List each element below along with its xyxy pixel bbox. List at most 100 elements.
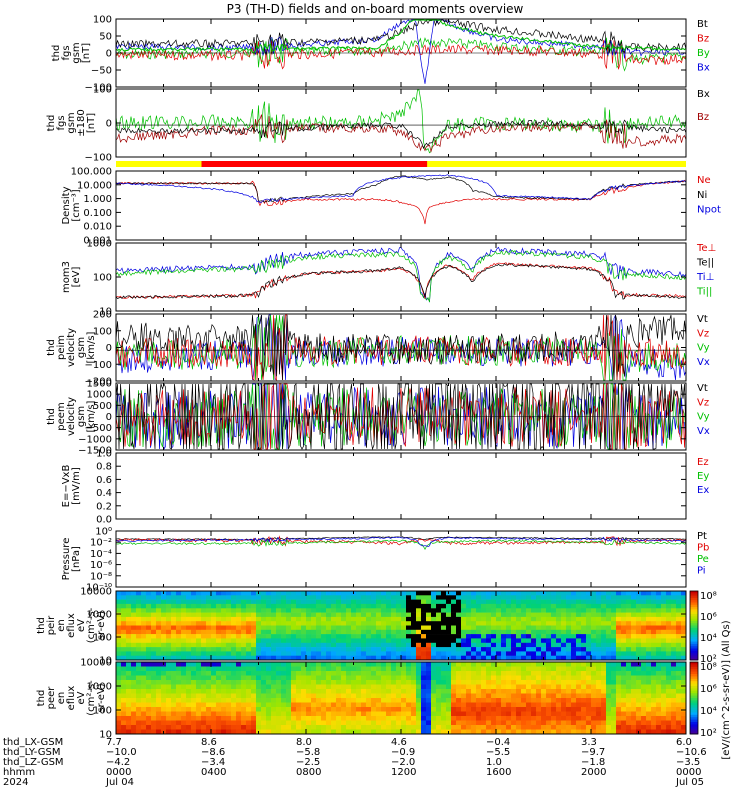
spectrogram-cell: [151, 666, 157, 672]
spectrogram-cell: [251, 591, 257, 596]
spectrogram-cell: [471, 666, 477, 672]
spectrogram-cell: [146, 608, 152, 613]
spectrogram-cell: [331, 612, 337, 618]
spectrogram-cell: [351, 608, 357, 613]
spectrogram-cell: [166, 698, 172, 703]
colorbar-swatch: [690, 693, 698, 697]
spectrogram-cell: [191, 651, 197, 656]
spectrogram-cell: [201, 707, 207, 712]
spectrogram-cell: [681, 638, 687, 643]
spectrogram-cell: [241, 625, 247, 631]
spectrogram-cell: [141, 698, 147, 703]
spectrogram-cell: [496, 591, 502, 596]
spectrogram-cell: [381, 603, 387, 609]
spectrogram-cell: [631, 693, 637, 699]
spectrogram-cell: [496, 716, 502, 721]
spectrogram-cell: [176, 647, 182, 652]
spectrogram-cell: [391, 638, 397, 643]
spectrogram-cell: [636, 725, 642, 730]
spectrogram-cell: [251, 651, 257, 656]
spectrogram-cell: [286, 725, 292, 730]
spectrogram-cell: [336, 638, 342, 643]
spectrogram-cell: [671, 675, 677, 681]
spectrogram-cell: [636, 666, 642, 672]
spectrogram-cell: [406, 651, 412, 656]
spectrogram-cell: [376, 625, 382, 631]
spectrogram-cell: [511, 616, 517, 622]
x-tick-label: 0000: [676, 767, 701, 778]
spectrogram-cell: [116, 716, 122, 721]
spectrogram-cell: [311, 693, 317, 699]
spectrogram-cell: [306, 684, 312, 690]
spectrogram-cell: [226, 675, 232, 681]
spectrogram-cell: [116, 642, 122, 648]
spectrogram-cell: [681, 729, 687, 735]
spectrogram-cell: [261, 651, 267, 656]
spectrogram-cell: [151, 651, 157, 656]
spectrogram-cell: [486, 629, 492, 635]
spectrogram-cell: [481, 698, 487, 703]
spectrogram-cell: [316, 693, 322, 699]
y-axis-label: velocity: [66, 328, 77, 367]
spectrogram-cell: [396, 729, 402, 735]
x-axis-row-label: thd_LX-GSM: [3, 737, 63, 748]
spectrogram-cell: [146, 603, 152, 609]
spectrogram-cell: [466, 638, 472, 643]
spectrogram-cell: [481, 702, 487, 708]
spectrogram-cell: [371, 675, 377, 681]
spectrogram-cell: [381, 651, 387, 656]
spectrogram-cell: [351, 616, 357, 622]
spectrogram-cell: [216, 729, 222, 735]
spectrogram-cell: [231, 603, 237, 609]
y-tick-label: −500: [85, 423, 112, 434]
spectrogram-cell: [591, 684, 597, 690]
spectrogram-cell: [506, 591, 512, 596]
spectrogram-cell: [451, 642, 457, 648]
spectrogram-cell: [391, 720, 397, 726]
spectrogram-cell: [301, 662, 307, 667]
spectrogram-cell: [336, 720, 342, 726]
spectrogram-cell: [436, 651, 442, 656]
spectrogram-cell: [371, 612, 377, 618]
spectrogram-cell: [561, 716, 567, 721]
spectrogram-cell: [441, 671, 447, 676]
spectrogram-cell: [236, 647, 242, 652]
spectrogram-cell: [471, 729, 477, 735]
spectrogram-cell: [491, 629, 497, 635]
spectrogram-cell: [236, 725, 242, 730]
spectrogram-cell: [306, 698, 312, 703]
spectrogram-cell: [176, 599, 182, 605]
spectrogram-cell: [151, 698, 157, 703]
spectrogram-cell: [531, 621, 537, 626]
spectrogram-cell: [491, 621, 497, 626]
spectrogram-cell: [566, 634, 572, 639]
spectrogram-cell: [236, 684, 242, 690]
spectrogram-cell: [561, 629, 567, 635]
spectrogram-cell: [326, 638, 332, 643]
spectrogram-cell: [646, 651, 652, 656]
spectrogram-cell: [266, 702, 272, 708]
spectrogram-cell: [531, 729, 537, 735]
spectrogram-cell: [396, 671, 402, 676]
spectrogram-cell: [326, 642, 332, 648]
spectrogram-cell: [311, 655, 317, 661]
x-ephemeris-value: −4.2: [106, 757, 130, 768]
spectrogram-cell: [466, 684, 472, 690]
spectrogram-cell: [576, 638, 582, 643]
spectrogram-cell: [426, 621, 432, 626]
spectrogram-cell: [286, 662, 292, 667]
spectrogram-cell: [421, 651, 427, 656]
spectrogram-cell: [586, 711, 592, 717]
spectrogram-cell: [461, 702, 467, 708]
spectrogram-cell: [291, 716, 297, 721]
spectrogram-cell: [661, 616, 667, 622]
spectrogram-cell: [171, 608, 177, 613]
spectrogram-cell: [136, 707, 142, 712]
spectrogram-cell: [511, 642, 517, 648]
spectrogram-cell: [546, 698, 552, 703]
spectrogram-cell: [236, 711, 242, 717]
y-axis-label: (cm²-s-: [86, 680, 97, 716]
spectrogram-cell: [166, 634, 172, 639]
spectrogram-cell: [606, 651, 612, 656]
spectrogram-cell: [506, 616, 512, 622]
